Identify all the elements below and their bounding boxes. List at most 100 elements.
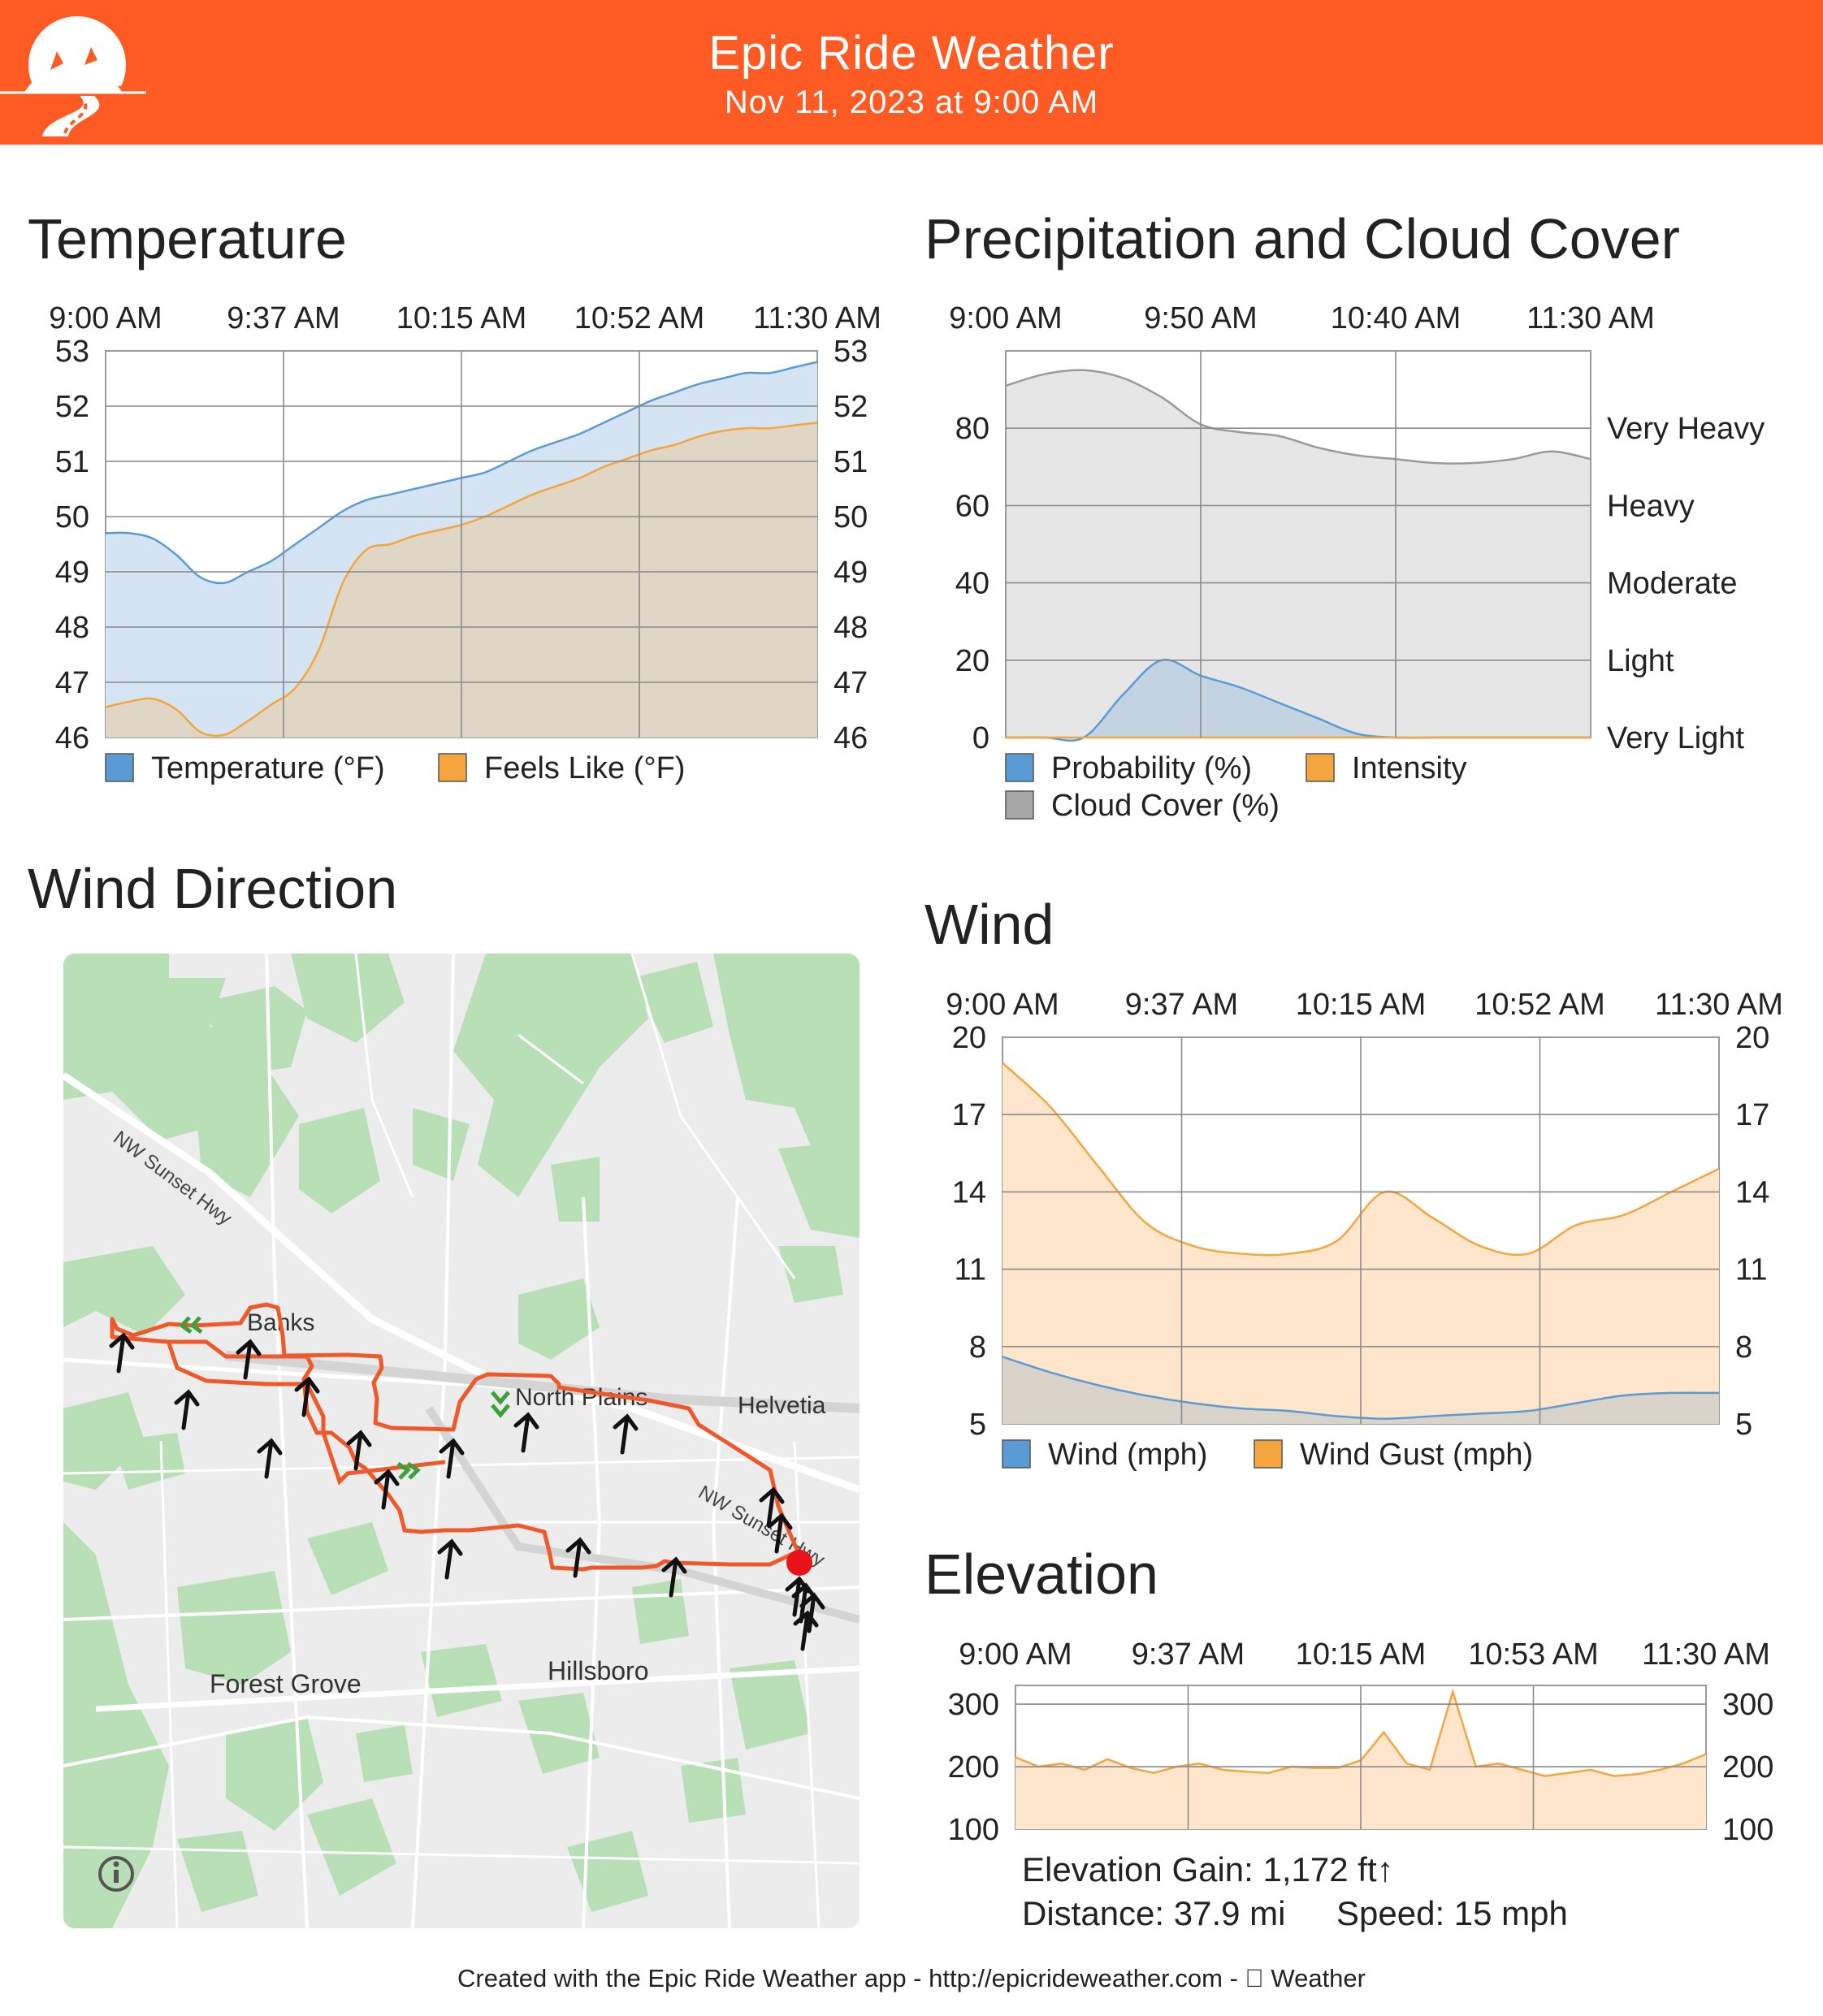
wind-arrow-icon <box>174 1389 200 1430</box>
wind-arrow-icon <box>759 1486 785 1528</box>
precipitation-y-tick: 60 <box>955 489 989 523</box>
elevation-y2-tick: 100 <box>1722 1813 1773 1847</box>
precipitation-x-tick: 9:00 AM <box>949 301 1062 335</box>
map-info-icon[interactable] <box>98 1856 134 1892</box>
wind-arrow-icon <box>613 1413 639 1455</box>
highway-band-south <box>425 1406 860 1624</box>
precipitation-intensity-label: Light <box>1607 644 1674 678</box>
elevation-x-tick: 11:30 AM <box>1642 1637 1770 1672</box>
wind-y-tick: 17 <box>952 1098 986 1132</box>
wind-x-tick: 9:37 AM <box>1125 988 1238 1022</box>
wind-y-tick: 5 <box>969 1408 986 1442</box>
wind-arrow-icon <box>109 1332 135 1374</box>
elevation-x-tick: 10:53 AM <box>1468 1637 1599 1672</box>
elevation-y-tick: 200 <box>948 1750 999 1785</box>
temperature-x-tick: 10:52 AM <box>574 301 705 335</box>
wind-arrow-icon <box>236 1339 262 1380</box>
temperature-y-tick: 50 <box>55 500 89 534</box>
temperature-legend-label: Feels Like (°F) <box>484 751 685 785</box>
wind-legend-swatch <box>1254 1439 1283 1469</box>
precipitation-title: Precipitation and Cloud Cover <box>924 207 1680 270</box>
wind-line-1 <box>1002 1062 1720 1257</box>
temperature-y-tick: 46 <box>55 721 89 755</box>
wind-legend-label: Wind (mph) <box>1048 1438 1207 1472</box>
wind-x-tick: 11:30 AM <box>1655 988 1783 1022</box>
precipitation-area-0 <box>1006 660 1591 741</box>
temperature-y-tick: 53 <box>55 335 89 369</box>
wind-arrow-icon <box>793 1610 819 1651</box>
elevation-y-tick: 300 <box>948 1688 999 1722</box>
precipitation-area-2 <box>1006 370 1591 738</box>
map-canvas: NW Sunset Hwy Banks North Plains Helveti… <box>63 954 860 1928</box>
wind-arrow-icon <box>374 1469 400 1510</box>
temperature-legend-swatch <box>105 753 134 782</box>
wind-x-tick: 10:52 AM <box>1474 988 1605 1022</box>
wind-y2-tick: 5 <box>1735 1408 1752 1442</box>
wind-y2-tick: 20 <box>1735 1021 1769 1055</box>
map-label-hillsboro: Hillsboro <box>548 1656 648 1685</box>
map-label-helvetia: Helvetia <box>738 1392 826 1419</box>
elevation-y2-tick: 300 <box>1722 1688 1773 1722</box>
wind-legend-label: Wind Gust (mph) <box>1300 1438 1533 1472</box>
wind-y2-tick: 14 <box>1735 1175 1769 1209</box>
wind-arrow-icon <box>257 1438 283 1479</box>
temperature-y-tick: 51 <box>55 445 89 479</box>
route-direction-chevrons <box>179 1316 510 1480</box>
temperature-y2-tick: 51 <box>834 445 868 479</box>
wind-arrow-icon <box>513 1412 539 1453</box>
temperature-legend-label: Temperature (°F) <box>151 751 385 785</box>
precipitation-legend-label: Intensity <box>1352 751 1467 785</box>
map-forest-areas <box>63 954 860 1928</box>
elevation-y2-tick: 200 <box>1722 1750 1773 1785</box>
precipitation-y-tick: 40 <box>955 567 989 601</box>
precipitation-legend-swatch <box>1306 753 1335 782</box>
wind-arrow-icon <box>661 1556 687 1598</box>
precipitation-intensity-label: Heavy <box>1607 489 1695 523</box>
map-label-forest-grove: Forest Grove <box>210 1669 362 1698</box>
precipitation-y-tick: 80 <box>955 412 989 446</box>
ride-speed: Speed: 15 mph <box>1336 1894 1568 1932</box>
precipitation-legend-label: Cloud Cover (%) <box>1051 789 1280 823</box>
forecast-date: Nov 11, 2023 at 9:00 AM <box>724 84 1099 120</box>
elevation-title: Elevation <box>924 1542 1158 1606</box>
ride-route-south-loop <box>167 1343 446 1486</box>
wind-direction-title: Wind Direction <box>28 857 398 920</box>
precipitation-y-tick: 0 <box>972 721 989 755</box>
temperature-y2-tick: 47 <box>834 666 868 700</box>
precipitation-intensity-label: Moderate <box>1607 567 1738 601</box>
wind-arrows <box>109 1332 825 1651</box>
wind-arrow-icon <box>767 1512 793 1554</box>
wind-title: Wind <box>924 893 1054 956</box>
precipitation-line-2 <box>1005 369 1591 465</box>
wind-x-tick: 10:15 AM <box>1296 988 1427 1022</box>
precipitation-legend-label: Probability (%) <box>1051 751 1252 785</box>
temperature-y2-tick: 49 <box>834 556 868 590</box>
temperature-y-tick: 47 <box>55 666 89 700</box>
temperature-y-tick: 49 <box>55 556 89 590</box>
wind-y2-tick: 8 <box>1735 1330 1752 1365</box>
elevation-x-tick: 9:37 AM <box>1132 1637 1245 1672</box>
wind-x-tick: 9:00 AM <box>946 988 1059 1022</box>
precipitation-x-tick: 11:30 AM <box>1526 301 1655 335</box>
precipitation-legend-swatch <box>1005 753 1034 782</box>
wind-y2-tick: 11 <box>1735 1253 1767 1287</box>
temperature-y2-tick: 46 <box>834 721 868 755</box>
temperature-x-tick: 9:00 AM <box>49 301 162 335</box>
wind-direction-map[interactable]: NW Sunset Hwy Banks North Plains Helveti… <box>63 954 860 1928</box>
elevation-y-tick: 100 <box>948 1813 999 1847</box>
temperature-y2-tick: 50 <box>834 500 868 534</box>
elevation-x-tick: 10:15 AM <box>1296 1637 1427 1672</box>
wind-arrow-icon <box>439 1438 465 1479</box>
header-bar: Epic Ride Weather Nov 11, 2023 at 9:00 A… <box>0 0 1823 145</box>
temperature-legend-swatch <box>438 753 467 782</box>
wind-y-tick: 8 <box>969 1330 986 1365</box>
wind-arrow-icon <box>565 1537 591 1578</box>
elevation-gain: Elevation Gain: 1,172 ft↑ <box>1022 1850 1394 1888</box>
precipitation-intensity-label: Very Light <box>1607 721 1744 755</box>
precipitation-intensity-label: Very Heavy <box>1607 412 1765 446</box>
temperature-title: Temperature <box>28 207 347 270</box>
temperature-y2-tick: 52 <box>834 390 868 424</box>
elevation-x-tick: 9:00 AM <box>959 1637 1072 1672</box>
wind-arrow-icon <box>294 1376 320 1417</box>
